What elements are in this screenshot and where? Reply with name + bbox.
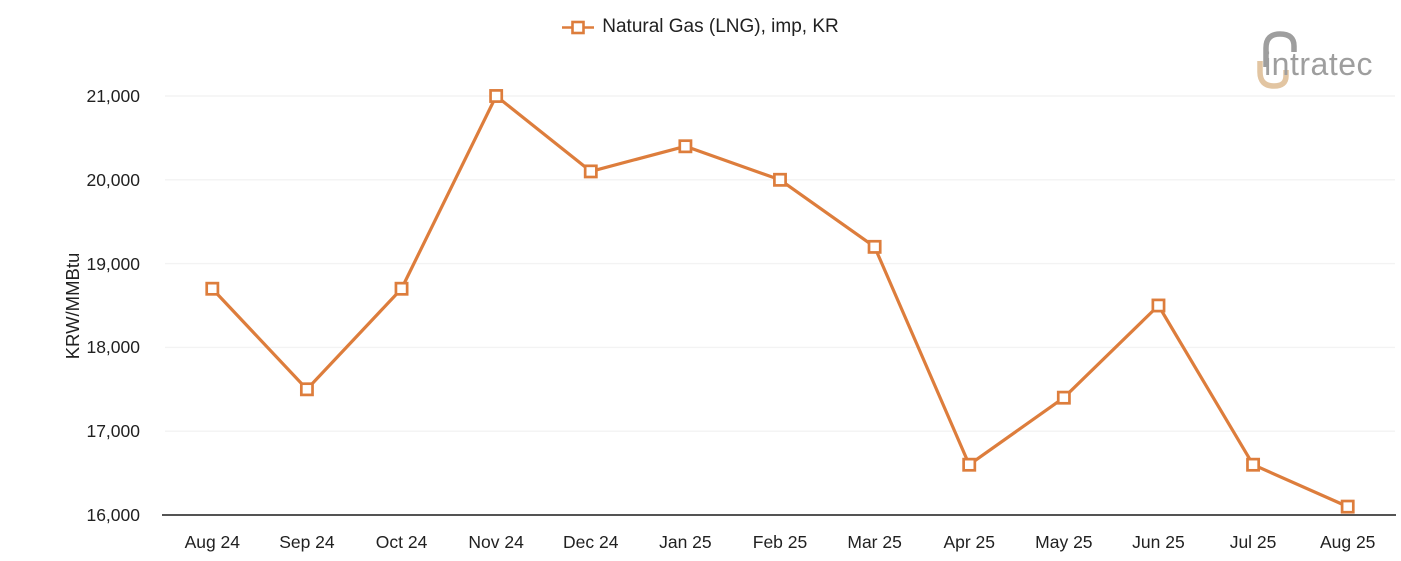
data-point-marker <box>299 382 314 397</box>
data-point-marker <box>1246 457 1261 472</box>
x-tick-label: Oct 24 <box>375 532 428 552</box>
intratec-logo: intratec <box>1257 31 1373 89</box>
y-tick-label: 17,000 <box>86 421 140 442</box>
series-line <box>211 94 1349 509</box>
legend-marker-icon <box>562 20 595 34</box>
y-tick-label: 20,000 <box>86 169 140 190</box>
data-point-marker <box>583 164 598 179</box>
y-tick-label: 19,000 <box>86 253 140 274</box>
x-tick-label: Jul 25 <box>1229 532 1277 552</box>
x-tick-label: May 25 <box>1035 532 1093 552</box>
logo-wordmark: intratec <box>1264 46 1373 82</box>
x-tick-label: Aug 25 <box>1319 532 1376 552</box>
x-tick-label: Apr 25 <box>943 532 995 552</box>
legend-series-label: Natural Gas (LNG), imp, KR <box>602 16 839 37</box>
data-point-marker <box>962 457 977 472</box>
y-tick-label: 16,000 <box>86 505 140 525</box>
logo-mark-icon <box>1257 31 1297 89</box>
data-point-marker <box>489 89 504 103</box>
x-tick-label: Jun 25 <box>1132 532 1185 552</box>
x-tick-label: Dec 24 <box>563 532 619 552</box>
data-point-marker <box>867 239 882 254</box>
chart-legend: Natural Gas (LNG), imp, KR <box>0 16 1401 38</box>
data-point-marker <box>1056 390 1071 405</box>
data-point-marker <box>394 281 409 296</box>
data-point-marker <box>773 172 787 187</box>
x-tick-label: Nov 24 <box>468 532 524 552</box>
x-tick-label: Aug 24 <box>184 532 241 552</box>
data-point-marker <box>205 281 220 296</box>
y-tick-label: 18,000 <box>86 337 140 358</box>
data-point-marker <box>1340 499 1355 514</box>
x-tick-label: Jan 25 <box>659 532 712 552</box>
data-point-marker <box>678 139 693 154</box>
y-tick-label: 21,000 <box>86 86 140 106</box>
x-tick-label: Feb 25 <box>752 532 808 552</box>
x-tick-label: Sep 24 <box>279 532 335 552</box>
data-point-marker <box>1151 298 1166 313</box>
x-tick-label: Mar 25 <box>847 532 902 552</box>
